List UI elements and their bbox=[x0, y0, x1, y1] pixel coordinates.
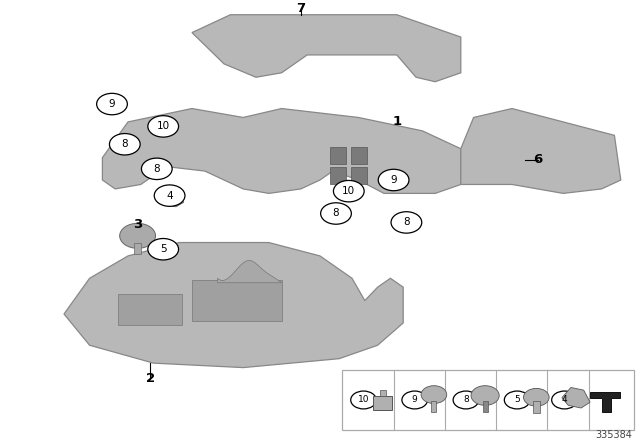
Text: 9: 9 bbox=[412, 396, 417, 405]
Polygon shape bbox=[192, 15, 461, 82]
Bar bbox=[330, 147, 346, 164]
Text: 8: 8 bbox=[154, 164, 160, 174]
Circle shape bbox=[378, 169, 409, 191]
Circle shape bbox=[154, 185, 185, 207]
Circle shape bbox=[97, 93, 127, 115]
Bar bbox=[342, 370, 634, 430]
Circle shape bbox=[471, 386, 499, 405]
Text: 5: 5 bbox=[160, 244, 166, 254]
Text: 10: 10 bbox=[342, 186, 355, 196]
Bar bbox=[483, 401, 488, 413]
Bar bbox=[373, 396, 392, 410]
Circle shape bbox=[148, 238, 179, 260]
Bar bbox=[330, 168, 346, 185]
Circle shape bbox=[504, 391, 530, 409]
Polygon shape bbox=[64, 242, 403, 368]
Bar bbox=[351, 147, 367, 164]
Bar bbox=[380, 390, 386, 396]
Text: 6: 6 bbox=[533, 153, 542, 166]
Text: 335384: 335384 bbox=[595, 430, 632, 440]
Bar bbox=[431, 401, 436, 413]
Text: 4: 4 bbox=[166, 191, 173, 201]
Text: 7: 7 bbox=[296, 1, 305, 14]
Text: 3: 3 bbox=[133, 218, 142, 231]
Text: 2: 2 bbox=[146, 372, 155, 385]
Polygon shape bbox=[218, 260, 282, 283]
Text: 8: 8 bbox=[333, 208, 339, 219]
Circle shape bbox=[109, 134, 140, 155]
Circle shape bbox=[524, 388, 549, 406]
Text: 8: 8 bbox=[403, 217, 410, 228]
Circle shape bbox=[120, 223, 156, 248]
Bar bbox=[134, 242, 141, 254]
Circle shape bbox=[552, 391, 577, 409]
Bar bbox=[351, 168, 367, 185]
Circle shape bbox=[321, 203, 351, 224]
Polygon shape bbox=[562, 388, 590, 408]
Circle shape bbox=[421, 386, 447, 404]
Text: 1: 1 bbox=[392, 116, 401, 129]
Text: 8: 8 bbox=[463, 396, 468, 405]
Circle shape bbox=[402, 391, 428, 409]
Circle shape bbox=[333, 181, 364, 202]
Text: 10: 10 bbox=[358, 396, 369, 405]
Bar bbox=[533, 401, 540, 414]
Text: 10: 10 bbox=[157, 121, 170, 131]
Polygon shape bbox=[461, 108, 621, 194]
Bar bbox=[118, 294, 182, 325]
Text: 4: 4 bbox=[562, 396, 567, 405]
Text: 9: 9 bbox=[390, 175, 397, 185]
Polygon shape bbox=[102, 108, 461, 194]
Text: 8: 8 bbox=[122, 139, 128, 149]
Circle shape bbox=[351, 391, 376, 409]
Bar bbox=[192, 280, 282, 321]
Text: 5: 5 bbox=[515, 396, 520, 405]
Circle shape bbox=[148, 116, 179, 137]
Polygon shape bbox=[590, 392, 620, 413]
Circle shape bbox=[141, 158, 172, 180]
Text: 9: 9 bbox=[109, 99, 115, 109]
Circle shape bbox=[391, 212, 422, 233]
Circle shape bbox=[453, 391, 479, 409]
Polygon shape bbox=[156, 189, 184, 207]
